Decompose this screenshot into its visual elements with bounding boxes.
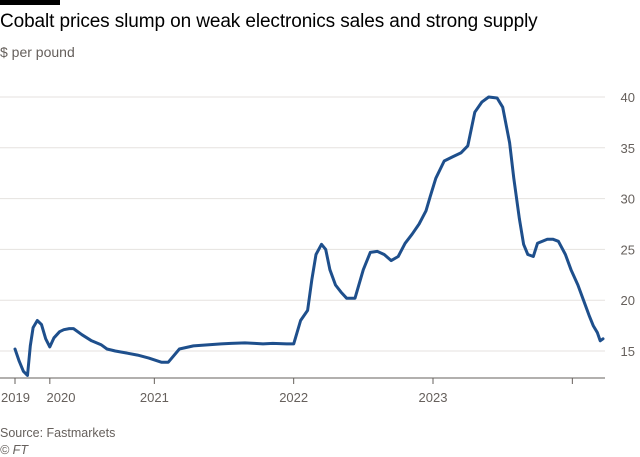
x-tick-label-2023: 2023	[419, 390, 448, 405]
y-tick-label-40: 40	[621, 90, 635, 105]
brand-bar	[0, 0, 60, 5]
chart-title: Cobalt prices slump on weak electronics …	[0, 11, 538, 32]
series-layer	[13, 95, 605, 377]
source-note: Source: Fastmarkets	[0, 426, 116, 440]
x-axis: 2019 2020 2021 2022 2023	[0, 377, 605, 405]
gridlines	[0, 96, 605, 352]
x-tick-label-2022: 2022	[279, 390, 308, 405]
y-axis-labels: 15 20 25 30 35 40	[621, 90, 635, 359]
y-tick-label-35: 35	[621, 141, 635, 156]
y-tick-label-25: 25	[621, 242, 635, 257]
series-line-cobalt-price	[13, 95, 605, 377]
y-tick-label-20: 20	[621, 293, 635, 308]
line-chart: 2019 2020 2021 2022 2023 15 20 25 30 35 40	[0, 90, 635, 405]
chart-subtitle: $ per pound	[0, 44, 75, 60]
credit-note: © FT	[0, 443, 28, 457]
x-tick-label-2019: 2019	[1, 390, 30, 405]
x-tick-label-2020: 2020	[47, 390, 76, 405]
y-tick-label-30: 30	[621, 192, 635, 207]
y-tick-label-15: 15	[621, 344, 635, 359]
x-tick-label-2021: 2021	[140, 390, 169, 405]
